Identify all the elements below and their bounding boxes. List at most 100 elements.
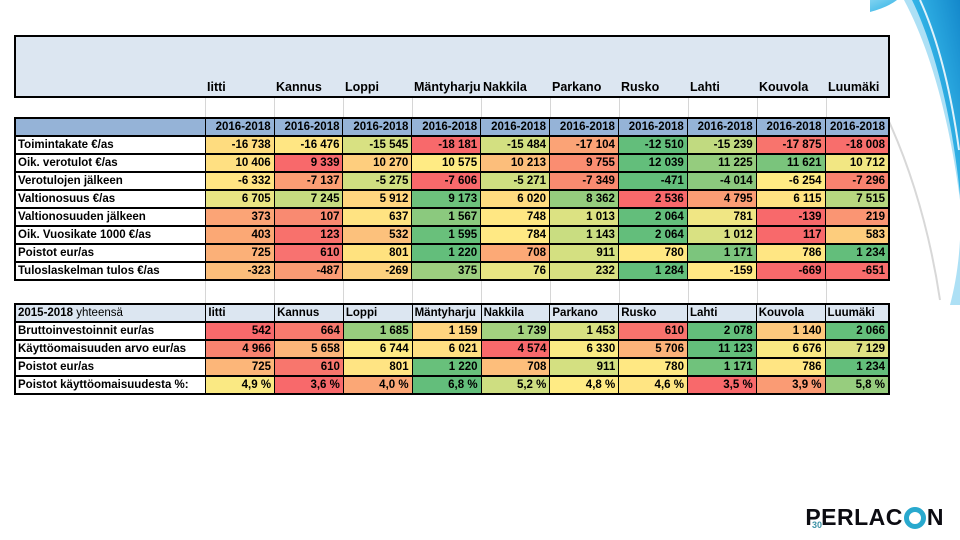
spacer-cell xyxy=(481,98,550,117)
perlacon-logo: PERLAC N xyxy=(805,504,944,531)
table-row: Oik. verotulot €/as 10 406 9 339 10 270 10 5… xyxy=(14,153,890,173)
value-cell: 1 234 xyxy=(824,243,890,263)
row-label: Valtionosuuden jälkeen xyxy=(14,207,206,227)
value-cell: 708 xyxy=(480,243,551,263)
value-cell: 7 515 xyxy=(824,189,890,209)
value-cell: -5 275 xyxy=(342,171,413,191)
value-cell: 532 xyxy=(342,225,413,245)
value-cell: 4,6 % xyxy=(618,375,688,395)
value-cell: 1 013 xyxy=(549,207,619,227)
value-cell: 748 xyxy=(480,207,551,227)
spacer-cell xyxy=(826,98,890,117)
spacer-cell xyxy=(412,281,481,303)
row-label: Oik. verotulot €/as xyxy=(14,153,206,173)
period-cell-kannus: 2016-2018 xyxy=(273,117,344,137)
value-cell: -6 332 xyxy=(204,171,275,191)
spacer-cell xyxy=(205,98,274,117)
value-cell: 801 xyxy=(342,357,413,377)
value-cell: -6 254 xyxy=(755,171,826,191)
municipality-row-spacer xyxy=(16,80,205,94)
value-cell: 911 xyxy=(549,357,620,377)
value-cell: 9 173 xyxy=(411,189,482,209)
value-cell: 6 021 xyxy=(411,339,482,359)
municipality-header-lahti: Lahti xyxy=(686,303,757,323)
spacer-cell xyxy=(14,281,205,303)
value-cell: 5 912 xyxy=(342,189,413,209)
value-cell: 4,8 % xyxy=(549,375,620,395)
spacer-cell xyxy=(274,98,343,117)
municipality-header-nakkila: Nakkila xyxy=(483,80,527,94)
value-cell: 6 330 xyxy=(549,339,620,359)
value-cell: 11 123 xyxy=(686,339,757,359)
spacer-cell xyxy=(757,281,826,303)
value-cell: 6,8 % xyxy=(411,375,482,395)
spacer-cell xyxy=(688,98,757,117)
spacer-cell xyxy=(619,98,688,117)
value-cell: 4 574 xyxy=(480,339,551,359)
period-row-label-cell xyxy=(14,117,206,137)
value-cell: 1 012 xyxy=(686,225,757,245)
value-cell: -139 xyxy=(755,207,826,227)
value-cell: 11 225 xyxy=(686,153,757,173)
municipality-header-mäntyharju: Mäntyharju xyxy=(411,303,482,323)
period-cell-mäntyharju: 2016-2018 xyxy=(411,117,482,137)
value-cell: -5 271 xyxy=(480,171,551,191)
value-cell: 1 234 xyxy=(824,357,890,377)
value-cell: 1 567 xyxy=(411,207,482,227)
value-cell: 123 xyxy=(273,225,344,245)
municipality-header-loppi: Loppi xyxy=(342,303,413,323)
value-cell: 9 755 xyxy=(549,153,619,173)
value-cell: 637 xyxy=(342,207,413,227)
table-2015-2018-yhteensa: 2015-2018 yhteensä Iitti Kannus Loppi Mäntyh… xyxy=(14,303,890,395)
value-cell: 801 xyxy=(342,243,413,263)
period-header-row: 2016-2018 2016-2018 2016-2018 2016-2018 2016… xyxy=(14,117,890,137)
value-cell: 3,6 % xyxy=(274,375,344,395)
logo-text-part2: N xyxy=(926,504,944,530)
value-cell: 2 064 xyxy=(617,207,688,227)
value-cell: 1 171 xyxy=(686,243,757,263)
municipality-header-mäntyharju: Mäntyharju xyxy=(414,80,481,94)
value-cell: 6 115 xyxy=(755,189,826,209)
spacer-cell xyxy=(550,98,619,117)
value-cell: 780 xyxy=(617,243,688,263)
period-cell-loppi: 2016-2018 xyxy=(342,117,413,137)
table1-header-block: Iitti Kannus Loppi Mäntyharju Nakkila Parkano… xyxy=(14,35,890,98)
value-cell: 2 064 xyxy=(617,225,688,245)
value-cell: 1 685 xyxy=(342,321,413,341)
value-cell: 1 159 xyxy=(411,321,482,341)
table2-title-cell: 2015-2018 yhteensä xyxy=(14,303,207,323)
value-cell: 786 xyxy=(755,357,826,377)
value-cell: 219 xyxy=(824,207,890,227)
value-cell: -159 xyxy=(686,261,757,281)
spacer-cell xyxy=(619,281,688,303)
value-cell: 725 xyxy=(205,357,276,377)
value-cell: 4,0 % xyxy=(342,375,413,395)
table-row: Oik. Vuosikate 1000 €/as 403 123 532 1 595 78… xyxy=(14,225,890,245)
value-cell: -651 xyxy=(824,261,890,281)
table2-title-suffix: yhteensä xyxy=(76,307,123,319)
row-label: Poistot eur/as xyxy=(14,357,207,377)
value-cell: -7 137 xyxy=(273,171,344,191)
value-cell: 3,5 % xyxy=(686,375,757,395)
slide-page-number: 30 xyxy=(811,520,822,530)
logo-o-ring-icon xyxy=(903,506,926,529)
value-cell: 583 xyxy=(824,225,890,245)
value-cell: -269 xyxy=(342,261,413,281)
municipality-header-row: Iitti Kannus Loppi Mäntyharju Nakkila Parkano… xyxy=(16,80,888,94)
municipality-header-parkano: Parkano xyxy=(552,80,602,94)
row-label: Tuloslaskelman tulos €/as xyxy=(14,261,206,281)
value-cell: 12 039 xyxy=(617,153,688,173)
value-cell: 11 621 xyxy=(755,153,826,173)
period-cell-rusko: 2016-2018 xyxy=(617,117,688,137)
spacer-cell xyxy=(205,281,274,303)
value-cell: 610 xyxy=(273,243,344,263)
municipality-header-luumäki: Luumäki xyxy=(824,303,890,323)
row-label: Toimintakate €/as xyxy=(14,135,206,155)
value-cell: 232 xyxy=(549,261,619,281)
table-row: Verotulojen jälkeen -6 332 -7 137 -5 275 -7 … xyxy=(14,171,890,191)
value-cell: 10 575 xyxy=(411,153,482,173)
value-cell: 10 406 xyxy=(204,153,275,173)
value-cell: -12 510 xyxy=(617,135,688,155)
spacer-cell xyxy=(757,98,826,117)
